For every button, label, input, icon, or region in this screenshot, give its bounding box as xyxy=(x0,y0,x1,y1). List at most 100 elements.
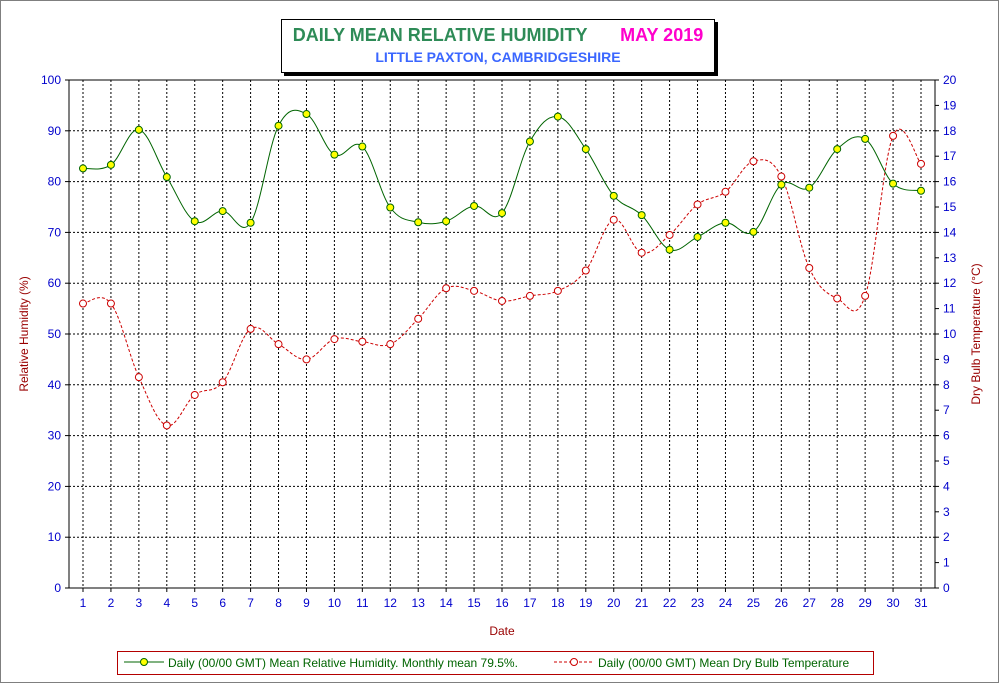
y-tick-label-right: 8 xyxy=(943,378,950,392)
y-tick-label-left: 0 xyxy=(54,581,61,595)
data-point-humidity xyxy=(918,187,925,194)
y-tick-label-left: 50 xyxy=(48,327,62,341)
data-point-temperature xyxy=(666,231,673,238)
y-tick-label-right: 17 xyxy=(943,149,957,163)
data-point-humidity xyxy=(554,113,561,120)
y-tick-label-right: 1 xyxy=(943,556,950,570)
grid xyxy=(69,80,935,588)
x-tick-label: 7 xyxy=(247,596,254,610)
data-point-humidity xyxy=(331,151,338,158)
x-tick-label: 28 xyxy=(831,596,845,610)
y-tick-label-right: 13 xyxy=(943,251,957,265)
x-tick-label: 12 xyxy=(384,596,398,610)
y-tick-label-right: 7 xyxy=(943,403,950,417)
data-point-temperature xyxy=(107,300,114,307)
data-point-temperature xyxy=(135,374,142,381)
x-tick-label: 31 xyxy=(914,596,928,610)
x-tick-label: 17 xyxy=(523,596,537,610)
data-point-humidity xyxy=(638,212,645,219)
data-point-temperature xyxy=(331,336,338,343)
x-tick-label: 9 xyxy=(303,596,310,610)
x-tick-label: 8 xyxy=(275,596,282,610)
data-point-temperature xyxy=(247,325,254,332)
data-point-temperature xyxy=(554,287,561,294)
x-tick-label: 1 xyxy=(80,596,87,610)
data-point-temperature xyxy=(890,132,897,139)
data-point-temperature xyxy=(443,285,450,292)
data-point-temperature xyxy=(526,292,533,299)
data-point-temperature xyxy=(80,300,87,307)
data-point-humidity xyxy=(303,111,310,118)
data-point-humidity xyxy=(666,246,673,253)
data-point-temperature xyxy=(610,216,617,223)
chart-title-month: MAY 2019 xyxy=(620,25,703,45)
data-point-temperature xyxy=(415,315,422,322)
data-point-humidity xyxy=(862,135,869,142)
y-tick-label-right: 3 xyxy=(943,505,950,519)
x-tick-label: 14 xyxy=(439,596,453,610)
y-tick-label-left: 70 xyxy=(48,225,62,239)
x-tick-label: 30 xyxy=(886,596,900,610)
x-tick-label: 29 xyxy=(858,596,872,610)
y-tick-label-right: 0 xyxy=(943,581,950,595)
y-tick-label-left: 60 xyxy=(48,276,62,290)
data-point-temperature xyxy=(778,173,785,180)
data-point-temperature xyxy=(191,391,198,398)
y-tick-label-left: 40 xyxy=(48,378,62,392)
data-point-temperature xyxy=(471,287,478,294)
data-point-humidity xyxy=(471,202,478,209)
x-tick-label: 24 xyxy=(719,596,733,610)
y-axis-label-left: Relative Humidity (%) xyxy=(17,276,31,391)
data-point-humidity xyxy=(107,161,114,168)
axes: 0102030405060708090100012345678910111213… xyxy=(41,73,957,610)
data-point-temperature xyxy=(219,379,226,386)
data-point-humidity xyxy=(443,218,450,225)
data-point-humidity xyxy=(778,181,785,188)
y-tick-label-left: 10 xyxy=(48,530,62,544)
data-point-humidity xyxy=(610,192,617,199)
y-tick-label-right: 4 xyxy=(943,479,950,493)
data-point-humidity xyxy=(80,165,87,172)
data-point-humidity xyxy=(415,219,422,226)
legend-humidity-symbol xyxy=(124,657,164,667)
data-point-temperature xyxy=(359,338,366,345)
x-tick-label: 5 xyxy=(191,596,198,610)
legend-humidity-label: Daily (00/00 GMT) Mean Relative Humidity… xyxy=(168,656,518,670)
x-tick-label: 23 xyxy=(691,596,705,610)
x-tick-label: 4 xyxy=(163,596,170,610)
x-tick-label: 22 xyxy=(663,596,677,610)
title-box: DAILY MEAN RELATIVE HUMIDITY MAY 2019 LI… xyxy=(281,19,715,73)
chart-title: DAILY MEAN RELATIVE HUMIDITY xyxy=(293,25,587,45)
data-point-humidity xyxy=(499,210,506,217)
data-point-temperature xyxy=(387,341,394,348)
chart-subtitle: LITTLE PAXTON, CAMBRIDGESHIRE xyxy=(282,49,714,65)
data-point-temperature xyxy=(499,297,506,304)
data-point-temperature xyxy=(806,264,813,271)
data-point-humidity xyxy=(219,208,226,215)
data-point-humidity xyxy=(135,126,142,133)
data-point-humidity xyxy=(890,180,897,187)
data-point-humidity xyxy=(275,122,282,129)
x-tick-label: 3 xyxy=(136,596,143,610)
data-point-temperature xyxy=(722,188,729,195)
data-point-humidity xyxy=(526,138,533,145)
y-tick-label-right: 15 xyxy=(943,200,957,214)
data-point-humidity xyxy=(722,219,729,226)
x-axis-label: Date xyxy=(489,624,515,638)
data-point-temperature xyxy=(582,267,589,274)
data-point-humidity xyxy=(582,146,589,153)
y-tick-label-right: 19 xyxy=(943,98,957,112)
data-point-humidity xyxy=(694,233,701,240)
data-point-humidity xyxy=(834,146,841,153)
data-point-humidity xyxy=(191,218,198,225)
x-tick-label: 11 xyxy=(356,596,369,610)
x-tick-label: 19 xyxy=(579,596,593,610)
data-point-temperature xyxy=(918,160,925,167)
data-point-temperature xyxy=(750,158,757,165)
x-tick-label: 27 xyxy=(803,596,817,610)
x-tick-label: 13 xyxy=(412,596,426,610)
data-point-temperature xyxy=(834,295,841,302)
y-tick-label-left: 30 xyxy=(48,429,62,443)
y-tick-label-right: 6 xyxy=(943,429,950,443)
